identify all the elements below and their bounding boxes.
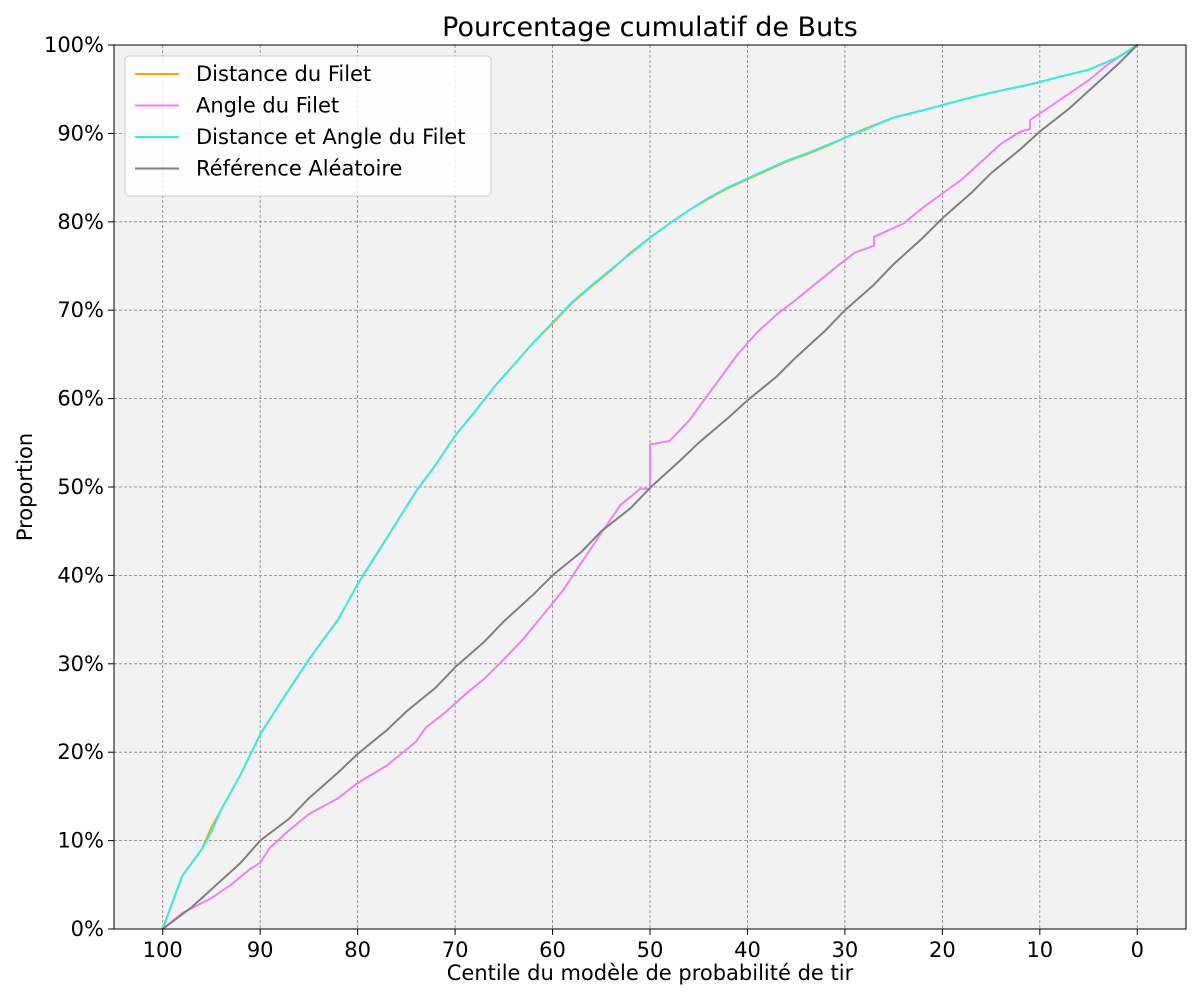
y-tick-label: 70%	[57, 298, 104, 322]
y-tick-label: 20%	[57, 740, 104, 764]
x-tick-label: 80	[344, 938, 371, 962]
x-tick-label: 40	[734, 938, 761, 962]
y-axis-label: Proportion	[13, 433, 37, 541]
x-tick-label: 70	[442, 938, 469, 962]
x-tick-label: 10	[1026, 938, 1053, 962]
x-axis-label: Centile du modèle de probabilité de tir	[447, 961, 854, 985]
y-tick-label: 60%	[57, 387, 104, 411]
series-line-4	[161, 44, 1139, 930]
legend-box	[124, 55, 492, 197]
y-tick-label: 40%	[57, 563, 104, 587]
legend: Distance du Filet Angle du Filet Distance …	[124, 55, 492, 197]
series-line-3	[161, 44, 1139, 930]
x-tick-label: 90	[247, 938, 274, 962]
x-tick-label: 30	[832, 938, 859, 962]
y-tick-label: 30%	[57, 652, 104, 676]
x-tick-label: 20	[929, 938, 956, 962]
y-tick-label: 10%	[57, 829, 104, 853]
legend-label: Distance du Filet	[196, 62, 371, 86]
y-ticks: 0% 10% 20% 30% 40% 50% 60% 70% 80% 90% 100%	[44, 33, 114, 941]
series-line-2	[161, 44, 1139, 930]
x-tick-label: 50	[637, 938, 664, 962]
x-tick-label: 60	[539, 938, 566, 962]
y-tick-label: 50%	[57, 475, 104, 499]
x-tick-label: 100	[143, 938, 183, 962]
series-layer	[161, 44, 1139, 930]
legend-label: Référence Aléatoire	[196, 157, 402, 181]
x-tick-label: 0	[1131, 938, 1144, 962]
y-tick-label: 0%	[71, 917, 104, 941]
y-tick-label: 100%	[44, 33, 104, 57]
y-tick-label: 80%	[57, 210, 104, 234]
legend-label: Angle du Filet	[196, 94, 339, 118]
legend-label: Distance et Angle du Filet	[196, 125, 465, 149]
chart-title: Pourcentage cumulatif de Buts	[442, 12, 858, 43]
y-tick-label: 90%	[57, 121, 104, 145]
x-ticks: 100 90 80 70 60 50 40 30 20 10 0	[143, 929, 1144, 962]
